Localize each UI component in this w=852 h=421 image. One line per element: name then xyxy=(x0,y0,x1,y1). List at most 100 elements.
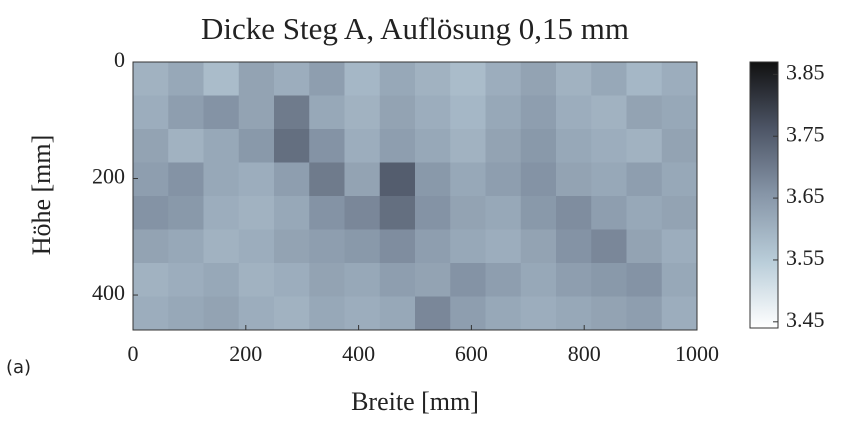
heatmap-cell xyxy=(203,196,240,230)
heatmap-cell xyxy=(556,162,592,197)
colorbar xyxy=(749,61,779,329)
heatmap-cell xyxy=(485,229,522,264)
panel-label: (a) xyxy=(6,357,31,378)
heatmap-cell xyxy=(415,229,451,264)
heatmap-cell xyxy=(379,62,416,96)
heatmap-cell xyxy=(591,162,627,197)
heatmap-cell xyxy=(238,263,275,297)
heatmap-cell xyxy=(309,129,345,163)
heatmap-cell xyxy=(626,196,663,230)
heatmap-cell xyxy=(133,229,169,264)
heatmap-cell xyxy=(344,196,381,230)
heatmap-cell xyxy=(556,129,592,163)
heatmap-cell xyxy=(520,95,557,130)
heatmap-cell xyxy=(661,95,698,130)
heatmap-cell xyxy=(133,296,169,331)
heatmap-cell xyxy=(591,62,627,96)
y-tick-label: 400 xyxy=(92,280,125,305)
heatmap-cell xyxy=(238,62,275,96)
colorbar-tick-label: 3.65 xyxy=(786,183,825,208)
heatmap-cell xyxy=(415,62,451,96)
heatmap-cell xyxy=(520,162,557,197)
heatmap-cell xyxy=(168,162,204,197)
heatmap-cell xyxy=(309,62,345,96)
heatmap-cell xyxy=(274,296,310,331)
heatmap-cell xyxy=(415,296,451,331)
colorbar-tick-label: 3.85 xyxy=(786,59,825,84)
heatmap-cell xyxy=(133,263,169,297)
x-tick-label: 1000 xyxy=(675,341,719,366)
heatmap-cell xyxy=(203,263,240,297)
heatmap-cell xyxy=(238,229,275,264)
heatmap-cell xyxy=(203,296,240,331)
heatmap-cell xyxy=(379,129,416,163)
heatmap-cell xyxy=(591,129,627,163)
plot-frame xyxy=(132,61,698,331)
heatmap-cell xyxy=(274,129,310,163)
heatmap-cell xyxy=(168,296,204,331)
heatmap-cell xyxy=(379,263,416,297)
heatmap-cell xyxy=(344,129,381,163)
heatmap-cell xyxy=(133,129,169,163)
heatmap-cell xyxy=(450,196,486,230)
colorbar-tick-label: 3.75 xyxy=(786,121,825,146)
heatmap-cell xyxy=(238,129,275,163)
heatmap-cell xyxy=(274,229,310,264)
heatmap-cell xyxy=(591,95,627,130)
heatmap-cell xyxy=(203,129,240,163)
heatmap-cell xyxy=(450,263,486,297)
heatmap-cell xyxy=(309,229,345,264)
heatmap-cell xyxy=(274,162,310,197)
heatmap-cell xyxy=(661,229,698,264)
heatmap-cell xyxy=(591,263,627,297)
heatmap-cell xyxy=(661,62,698,96)
heatmap-cell xyxy=(415,196,451,230)
heatmap-cell xyxy=(626,129,663,163)
heatmap-cell xyxy=(661,263,698,297)
heatmap-cell xyxy=(274,263,310,297)
heatmap-cell xyxy=(133,95,169,130)
heatmap-cell xyxy=(556,95,592,130)
heatmap-cell xyxy=(133,196,169,230)
heatmap-cell xyxy=(661,162,698,197)
heatmap-cell xyxy=(556,263,592,297)
heatmap-cell xyxy=(379,196,416,230)
x-tick-label: 400 xyxy=(342,341,375,366)
heatmap-cell xyxy=(520,296,557,331)
heatmap-cell xyxy=(415,162,451,197)
heatmap-cell xyxy=(661,296,698,331)
heatmap-cell xyxy=(485,263,522,297)
heatmap-cell xyxy=(309,263,345,297)
heatmap-cell xyxy=(168,229,204,264)
heatmap-cell xyxy=(485,296,522,331)
heatmap-cell xyxy=(485,162,522,197)
heatmap-cell xyxy=(274,62,310,96)
x-tick-label: 800 xyxy=(568,341,601,366)
heatmap-cell xyxy=(309,162,345,197)
heatmap-cell xyxy=(415,129,451,163)
heatmap-cell xyxy=(168,129,204,163)
heatmap-cell xyxy=(168,196,204,230)
heatmap-cell xyxy=(520,229,557,264)
heatmap-cell xyxy=(485,62,522,96)
heatmap-cell xyxy=(203,162,240,197)
colorbar-tick-label: 3.55 xyxy=(786,245,825,270)
x-tick-label: 200 xyxy=(229,341,262,366)
x-axis-label: Breite [mm] xyxy=(351,387,479,416)
heatmap-cell xyxy=(661,129,698,163)
heatmap-cell xyxy=(556,229,592,264)
y-tick-label: 200 xyxy=(92,164,125,189)
heatmap-cell xyxy=(626,95,663,130)
heatmap-cell xyxy=(485,95,522,130)
heatmap-cell xyxy=(344,263,381,297)
heatmap-cell xyxy=(556,196,592,230)
heatmap-cell xyxy=(520,129,557,163)
y-axis-label: Höhe [mm] xyxy=(27,135,56,256)
heatmap-cell xyxy=(415,95,451,130)
x-tick-label: 0 xyxy=(128,341,139,366)
heatmap-cell xyxy=(520,62,557,96)
heatmap-cell xyxy=(520,263,557,297)
heatmap-cell xyxy=(450,95,486,130)
heatmap-cell xyxy=(238,162,275,197)
